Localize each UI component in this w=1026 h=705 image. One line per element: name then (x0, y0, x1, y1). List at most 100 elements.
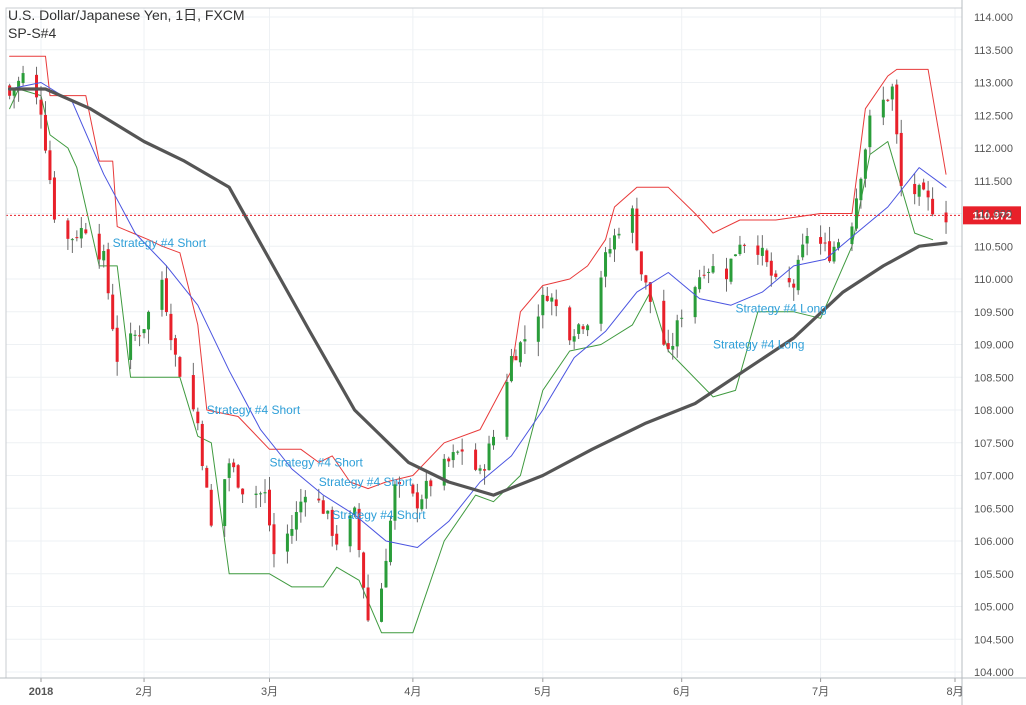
candle-up (478, 468, 482, 471)
candle-up (881, 99, 885, 118)
candle-down (581, 326, 585, 330)
candle-down (514, 356, 518, 361)
chart-title: U.S. Dollar/Japanese Yen, 1日, FXCM (8, 7, 245, 23)
candle-down (209, 489, 213, 526)
candle-up (451, 452, 455, 461)
candle-up (693, 287, 697, 318)
candle-up (133, 334, 137, 336)
candle-up (223, 479, 227, 527)
candle-down (330, 509, 334, 536)
y-tick-label: 107.000 (974, 471, 1014, 483)
x-tick-label: 7月 (812, 686, 829, 698)
candle-down (317, 498, 321, 501)
candle-up (299, 501, 303, 513)
candle-up (294, 512, 298, 530)
upper-band-line (9, 55, 947, 490)
candle-up (424, 480, 428, 499)
candle-down (725, 268, 728, 280)
candles (8, 65, 948, 623)
y-tick-label: 108.000 (974, 405, 1014, 417)
candle-up (837, 242, 841, 249)
candle-down (429, 480, 433, 487)
candle-down (97, 233, 101, 260)
last-price-label: 110.972 (972, 210, 1011, 222)
candle-up (523, 339, 527, 342)
annotations: Strategy #4 Short Strategy #4 Short Strate… (6, 206, 1021, 522)
candle-up (285, 533, 289, 552)
candle-down (931, 198, 935, 215)
y-tick-label: 107.500 (974, 438, 1014, 450)
candle-up (617, 233, 621, 236)
candle-down (662, 300, 666, 345)
candle-up (711, 266, 715, 273)
candle-up (854, 198, 858, 229)
candle-down (828, 241, 832, 262)
candle-up (805, 235, 809, 244)
y-tick-label: 106.500 (974, 503, 1014, 515)
candle-down (272, 524, 276, 555)
candle-down (460, 449, 464, 452)
strategy-annotation: Strategy #4 Short (332, 508, 426, 522)
candle-down (926, 190, 930, 198)
candle-down (644, 275, 648, 283)
candle-up (796, 259, 800, 291)
candle-down (823, 242, 827, 244)
x-tick-label: 5月 (534, 686, 551, 698)
candle-down (774, 273, 778, 277)
candle-down (169, 313, 173, 341)
candle-up (254, 493, 258, 495)
x-tick-label: 6月 (673, 686, 690, 698)
x-tick-label: 2018 (29, 686, 53, 698)
y-tick-label: 110.000 (974, 274, 1013, 286)
candle-down (205, 467, 209, 488)
candle-up (890, 86, 894, 100)
candle-up (487, 443, 491, 471)
candle-up (859, 178, 863, 201)
candle-down (483, 469, 487, 471)
candle-down (787, 278, 791, 283)
candle-down (554, 299, 558, 307)
candle-down (769, 260, 773, 276)
candle-up (868, 115, 872, 148)
candle-down (397, 481, 401, 485)
candle-down (886, 99, 890, 101)
candle-up (760, 247, 764, 256)
candle-down (335, 533, 339, 545)
candle-down (411, 484, 415, 494)
candle-up (259, 493, 263, 495)
strategy-annotation: Strategy #4 Long (713, 338, 804, 352)
candle-up (442, 458, 446, 486)
candle-up (380, 588, 384, 622)
candle-down (545, 295, 549, 301)
candle-up (680, 317, 684, 319)
candle-up (729, 258, 733, 282)
candle-up (142, 329, 146, 334)
y-tick-label: 110.500 (974, 241, 1013, 253)
y-tick-label: 111.500 (974, 176, 1012, 188)
candle-up (917, 185, 921, 197)
candle-down (48, 150, 52, 181)
candle-up (599, 277, 603, 324)
candle-down (922, 182, 926, 190)
candle-up (384, 560, 388, 588)
x-tick-label: 4月 (404, 686, 421, 698)
candle-up (541, 294, 545, 316)
candle-up (675, 320, 679, 347)
candle-down (43, 114, 47, 151)
candle-up (147, 311, 151, 330)
candle-up (586, 325, 590, 331)
candle-down (39, 99, 43, 115)
candle-up (801, 244, 805, 258)
candle-up (326, 510, 330, 514)
candle-down (702, 274, 706, 276)
candle-down (742, 244, 746, 246)
y-tick-label: 105.000 (974, 602, 1014, 614)
fast-ma-line (9, 82, 947, 548)
candle-up (17, 80, 21, 91)
candle-up (577, 324, 581, 334)
candle-up (129, 333, 133, 360)
candle-up (79, 227, 83, 239)
candle-up (536, 316, 540, 342)
